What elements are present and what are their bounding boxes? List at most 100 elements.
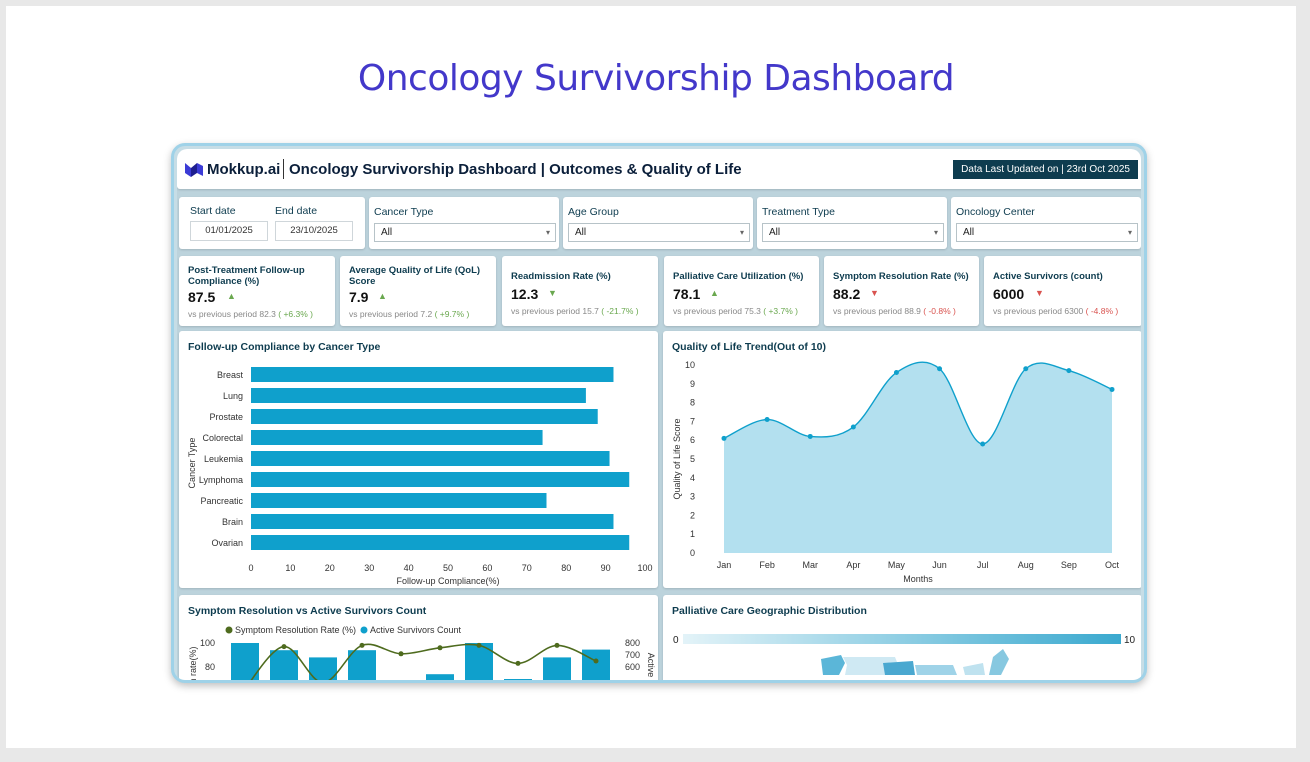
kpi-value: 78.1 bbox=[673, 286, 701, 302]
y-tick-label: 1 bbox=[690, 529, 695, 539]
legend-label: Symptom Resolution Rate (%) bbox=[235, 625, 356, 635]
bar bbox=[426, 674, 454, 680]
data-point bbox=[980, 441, 986, 447]
category-label: Pancreatic bbox=[200, 496, 243, 506]
kpi-value: 7.9 bbox=[349, 289, 369, 305]
data-point bbox=[359, 642, 365, 648]
bar bbox=[231, 643, 259, 680]
us-map-shape bbox=[821, 649, 1009, 675]
x-tick-label: 60 bbox=[482, 563, 492, 573]
qol-chart-card: Quality of Life Trend(Out of 10) 0 1 2 3 4 5 6… bbox=[663, 331, 1141, 588]
data-point bbox=[850, 424, 856, 430]
legend-marker-line bbox=[225, 626, 233, 634]
category-label: Ovarian bbox=[211, 538, 243, 548]
color-scale-bar bbox=[683, 634, 1121, 644]
kpi-value: 6000 bbox=[993, 286, 1025, 302]
data-point bbox=[593, 658, 599, 664]
y-right-tick-label: 600 bbox=[625, 662, 640, 672]
data-point bbox=[398, 651, 404, 657]
date-filter-card: Start date End date 01/01/2025 23/10/202… bbox=[179, 197, 365, 249]
oncology-center-select[interactable]: All ▾ bbox=[956, 223, 1138, 242]
bar bbox=[251, 388, 586, 403]
y-tick-label: 6 bbox=[690, 435, 695, 445]
kpi-symptom-resolution: Symptom Resolution Rate (%) 88.2 ▼ vs pr… bbox=[824, 256, 979, 326]
x-tick-label: Jan bbox=[717, 560, 732, 570]
y-tick-label: 8 bbox=[690, 398, 695, 408]
age-group-select[interactable]: All ▾ bbox=[568, 223, 750, 242]
bar bbox=[504, 679, 532, 680]
y-right-axis-label: Active bbox=[646, 653, 656, 678]
data-point bbox=[764, 417, 770, 423]
end-date-input[interactable]: 23/10/2025 bbox=[275, 221, 353, 241]
age-group-label: Age Group bbox=[568, 206, 619, 218]
cancer-type-select[interactable]: All ▾ bbox=[374, 223, 556, 242]
x-tick-label: Feb bbox=[759, 560, 775, 570]
palliative-map-card: Palliative Care Geographic Distribution … bbox=[663, 595, 1141, 680]
trend-up-icon: ▲ bbox=[710, 288, 719, 298]
x-tick-label: Jun bbox=[932, 560, 947, 570]
dashboard-header: Mokkup.ai Oncology Survivorship Dashboar… bbox=[177, 149, 1141, 189]
data-point bbox=[893, 370, 899, 376]
oncology-center-filter: Oncology Center All ▾ bbox=[951, 197, 1141, 249]
bar bbox=[309, 657, 337, 680]
chevron-down-icon: ▾ bbox=[933, 228, 938, 237]
bar bbox=[348, 650, 376, 680]
trend-down-icon: ▼ bbox=[870, 288, 879, 298]
y-tick-label: 0 bbox=[690, 548, 695, 558]
x-tick-label: 30 bbox=[364, 563, 374, 573]
symptom-line bbox=[250, 643, 597, 680]
x-tick-label: 70 bbox=[522, 563, 532, 573]
kpi-value: 12.3 bbox=[511, 286, 539, 302]
treatment-type-filter: Treatment Type All ▾ bbox=[757, 197, 947, 249]
age-group-filter: Age Group All ▾ bbox=[563, 197, 753, 249]
category-label: Colorectal bbox=[202, 433, 243, 443]
kpi-title: Average Quality of Life (QoL) Score bbox=[349, 265, 481, 287]
y-tick-label: 5 bbox=[690, 454, 695, 464]
treatment-type-value: All bbox=[769, 227, 781, 238]
chevron-down-icon: ▾ bbox=[545, 228, 550, 237]
chart-title: Palliative Care Geographic Distribution bbox=[672, 605, 867, 617]
kpi-comparison: vs previous period 6300 ( -4.8% ) bbox=[993, 306, 1119, 316]
x-tick-label: Aug bbox=[1018, 560, 1034, 570]
data-point bbox=[554, 642, 560, 648]
y-tick-label: 2 bbox=[690, 510, 695, 520]
kpi-comparison: vs previous period 7.2 ( +9.7% ) bbox=[349, 309, 470, 319]
category-label: Breast bbox=[217, 370, 244, 380]
dashboard-title: Oncology Survivorship Dashboard | Outcom… bbox=[289, 161, 742, 178]
y-right-tick-label: 700 bbox=[625, 650, 640, 660]
dashboard-frame: Mokkup.ai Oncology Survivorship Dashboar… bbox=[171, 143, 1147, 683]
scale-min-label: 0 bbox=[673, 635, 679, 646]
x-tick-label: May bbox=[888, 560, 906, 570]
category-label: Leukemia bbox=[204, 454, 243, 464]
last-updated-badge: Data Last Updated on | 23rd Oct 2025 bbox=[953, 160, 1138, 179]
trend-up-icon: ▲ bbox=[378, 291, 387, 301]
x-tick-label: 90 bbox=[601, 563, 611, 573]
page-title: Oncology Survivorship Dashboard bbox=[357, 58, 955, 99]
treatment-type-select[interactable]: All ▾ bbox=[762, 223, 944, 242]
bar bbox=[251, 514, 614, 529]
chart-title: Symptom Resolution vs Active Survivors C… bbox=[188, 605, 427, 617]
chart-title: Quality of Life Trend(Out of 10) bbox=[672, 341, 827, 353]
brand-logo[interactable]: Mokkup.ai bbox=[185, 161, 280, 178]
kpi-title: Active Survivors (count) bbox=[993, 271, 1103, 282]
bar bbox=[251, 493, 547, 508]
y-left-tick-label: 100 bbox=[200, 638, 215, 648]
category-label: Brain bbox=[222, 517, 243, 527]
kpi-comparison: vs previous period 88.9 ( -0.8% ) bbox=[833, 306, 956, 316]
start-date-input[interactable]: 01/01/2025 bbox=[190, 221, 268, 241]
symptom-chart-card: Symptom Resolution vs Active Survivors C… bbox=[179, 595, 658, 680]
data-point bbox=[1023, 366, 1029, 372]
qol-area-chart: 0 1 2 3 4 5 6 7 8 9 10 Jan Feb Mar Apr May Jun Jul Aug Sep O… bbox=[672, 360, 1119, 584]
y-left-axis-label: n rate(%) bbox=[188, 646, 198, 680]
dashboard-body: Mokkup.ai Oncology Survivorship Dashboar… bbox=[177, 149, 1141, 680]
y-tick-label: 4 bbox=[690, 473, 695, 483]
area-fill bbox=[724, 362, 1112, 553]
data-point bbox=[476, 642, 482, 648]
chevron-down-icon: ▾ bbox=[739, 228, 744, 237]
bar bbox=[465, 643, 493, 680]
x-tick-label: Sep bbox=[1061, 560, 1077, 570]
trend-up-icon: ▲ bbox=[227, 291, 236, 301]
x-tick-label: Jul bbox=[977, 560, 989, 570]
y-axis-label: Cancer Type bbox=[187, 438, 197, 489]
data-point bbox=[1066, 368, 1072, 374]
